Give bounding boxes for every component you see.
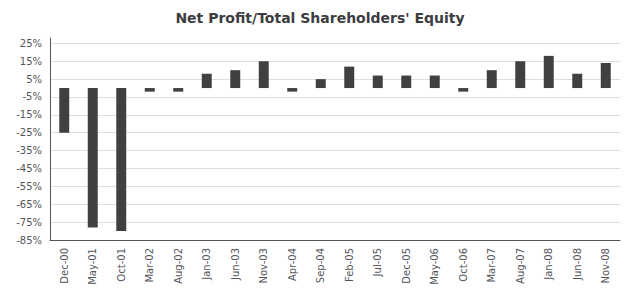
svg-text:Jul-05: Jul-05: [372, 248, 383, 277]
svg-text:May-06: May-06: [429, 248, 440, 285]
svg-text:Aug-02: Aug-02: [173, 248, 184, 284]
svg-text:May-01: May-01: [87, 248, 98, 285]
svg-text:-45%: -45%: [16, 163, 42, 174]
svg-text:Nov-08: Nov-08: [600, 248, 611, 284]
svg-text:Jun-03: Jun-03: [230, 248, 241, 281]
svg-text:-15%: -15%: [16, 109, 42, 120]
svg-text:Dec-05: Dec-05: [401, 248, 412, 284]
svg-text:-35%: -35%: [16, 145, 42, 156]
svg-text:5%: 5%: [26, 74, 42, 85]
svg-text:Mar-02: Mar-02: [144, 248, 155, 283]
svg-text:15%: 15%: [20, 56, 42, 67]
svg-text:Apr-04: Apr-04: [287, 248, 298, 281]
svg-text:-5%: -5%: [23, 91, 42, 102]
svg-text:Jun-08: Jun-08: [572, 248, 583, 281]
svg-text:-75%: -75%: [16, 217, 42, 228]
svg-text:Nov-03: Nov-03: [258, 248, 269, 284]
svg-text:Dec-00: Dec-00: [59, 248, 70, 284]
svg-text:-55%: -55%: [16, 181, 42, 192]
svg-text:25%: 25%: [20, 38, 42, 49]
svg-text:Oct-01: Oct-01: [116, 248, 127, 282]
svg-text:Jan-03: Jan-03: [201, 248, 212, 281]
svg-text:-85%: -85%: [16, 235, 42, 246]
svg-text:Feb-05: Feb-05: [344, 248, 355, 282]
svg-text:Sep-04: Sep-04: [315, 248, 326, 283]
svg-text:Aug-07: Aug-07: [515, 248, 526, 284]
svg-text:Oct-06: Oct-06: [458, 248, 469, 282]
svg-text:-25%: -25%: [16, 127, 42, 138]
svg-text:-65%: -65%: [16, 199, 42, 210]
svg-text:Net Profit/Total Shareholders': Net Profit/Total Shareholders' Equity: [175, 10, 464, 26]
svg-text:Jan-08: Jan-08: [543, 248, 554, 281]
svg-text:Mar-07: Mar-07: [486, 248, 497, 283]
